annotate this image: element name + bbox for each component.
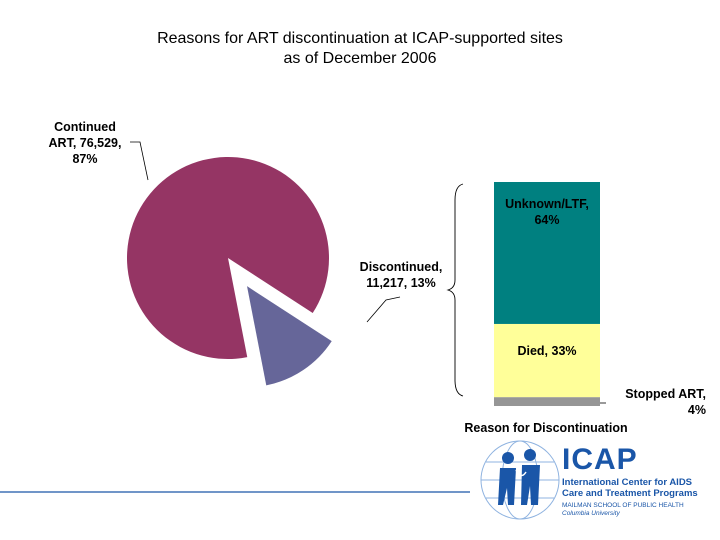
logo-line-2: Care and Treatment Programs	[562, 488, 698, 499]
bracket-connector	[446, 183, 464, 397]
pie-slice-discontinued	[247, 286, 332, 386]
logo-wordmark: ICAP	[562, 443, 638, 476]
bar-segment-unknown-ltf	[494, 182, 600, 324]
bar-label-died: Died, 33%	[494, 343, 600, 359]
bar-label-unknown-ltf: Unknown/LTF, 64%	[494, 196, 600, 228]
pie-label-discontinued-line-2: 11,217, 13%	[366, 276, 436, 290]
logo-line-1: International Center for AIDS	[562, 477, 693, 488]
pie-slice-continued-art	[127, 157, 329, 359]
bar-label-died-line-1: Died, 33%	[517, 344, 577, 358]
bar-label-stopped-art: Stopped ART, 4%	[596, 386, 706, 418]
chart-title-line-1: Reasons for ART discontinuation at ICAP-…	[157, 30, 563, 47]
bar-label-stopped-art-line-2: 4%	[687, 403, 706, 417]
bar-label-unknown-ltf-line-1: Unknown/LTF,	[505, 197, 589, 211]
logo-line-3: MAILMAN SCHOOL OF PUBLIC HEALTH	[562, 502, 684, 509]
pie-label-discontinued: Discontinued, 11,217, 13%	[338, 259, 464, 291]
pie-leader-discontinued	[366, 296, 401, 323]
pie-leader-continued	[130, 141, 149, 181]
bar-segment-stopped-art	[494, 397, 600, 406]
chart-title-line-2: as of December 2006	[283, 50, 437, 67]
bar-label-unknown-ltf-line-2: 64%	[534, 213, 560, 227]
bar-segment-died	[494, 323, 600, 398]
pie-label-continued-line-2: ART, 76,529,	[48, 136, 122, 150]
logo-line-4: Columbia University	[562, 510, 620, 517]
bar-axis-label: Reason for Discontinuation	[464, 421, 628, 435]
pie-label-discontinued-line-1: Discontinued,	[359, 260, 443, 274]
pie-label-continued-line-1: Continued	[54, 120, 116, 134]
pie-label-continued: Continued ART, 76,529, 87%	[28, 119, 142, 167]
bar-label-stopped-art-line-1: Stopped ART,	[625, 387, 706, 401]
pie-label-continued-line-3: 87%	[72, 152, 98, 166]
